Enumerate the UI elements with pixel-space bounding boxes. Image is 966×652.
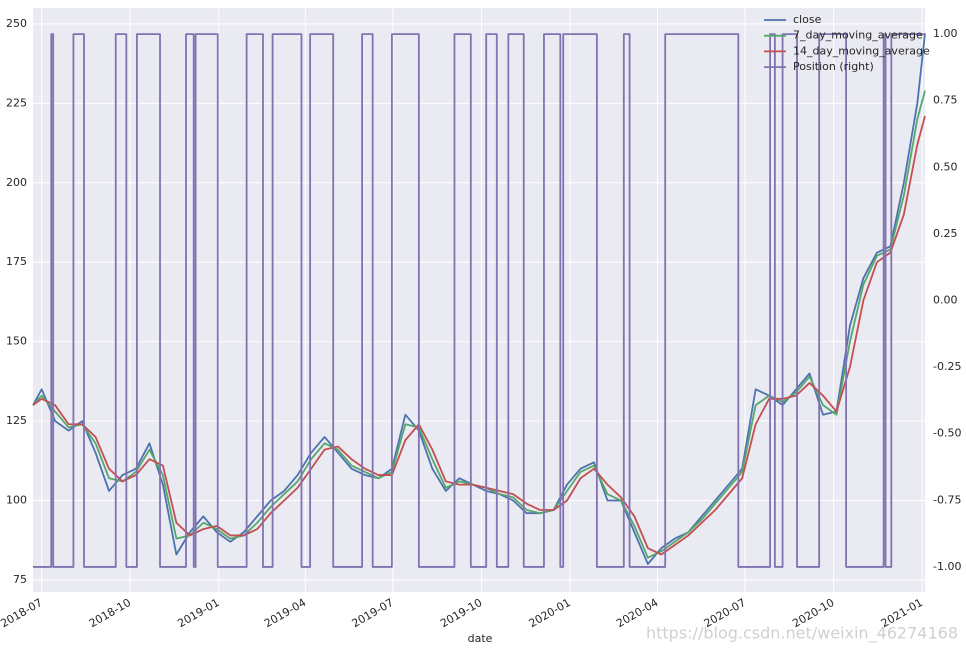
y2-tick-label: -0.25 — [933, 360, 961, 373]
y-tick-label: 125 — [6, 414, 27, 427]
x-tick-label: 2019-10 — [438, 596, 484, 630]
legend-label: Position (right) — [793, 60, 874, 73]
series-line — [33, 33, 925, 568]
watermark: https://blog.csdn.net/weixin_46274168 — [646, 624, 958, 644]
x-tick-label: 2019-07 — [350, 596, 396, 630]
y2-tick-label: -0.75 — [933, 493, 961, 506]
y2-tick-label: 0.75 — [933, 94, 958, 107]
x-tick-label: 2018-07 — [0, 596, 45, 630]
x-tick-label: 2019-04 — [262, 596, 308, 630]
y2-tick-label: 0.00 — [933, 294, 958, 307]
y2-tick-label: 1.00 — [933, 27, 958, 40]
plot-area — [33, 8, 925, 592]
y2-tick-label: 0.50 — [933, 160, 958, 173]
grid — [33, 8, 925, 592]
legend-label: 7_day_moving_average — [793, 29, 923, 42]
y-tick-label: 100 — [6, 493, 27, 506]
legend-label: 14_day_moving_average — [793, 44, 930, 57]
x-tick-label: 2020-01 — [527, 596, 573, 630]
x-axis-label: date — [468, 632, 493, 645]
y-tick-label: 200 — [6, 176, 27, 189]
series-line — [32, 33, 926, 565]
y-tick-label: 75 — [13, 573, 27, 586]
y2-tick-label: 0.25 — [933, 227, 958, 240]
y-tick-label: 250 — [6, 17, 27, 30]
series-line — [32, 115, 926, 556]
y2-tick-label: -1.00 — [933, 560, 961, 573]
y-tick-label: 225 — [6, 96, 27, 109]
x-tick-label: 2019-01 — [175, 596, 221, 630]
y-tick-label: 150 — [6, 335, 27, 348]
y-tick-label: 175 — [6, 255, 27, 268]
legend-label: close — [793, 13, 822, 26]
x-tick-label: 2018-10 — [87, 596, 133, 630]
y2-tick-label: -0.50 — [933, 427, 961, 440]
